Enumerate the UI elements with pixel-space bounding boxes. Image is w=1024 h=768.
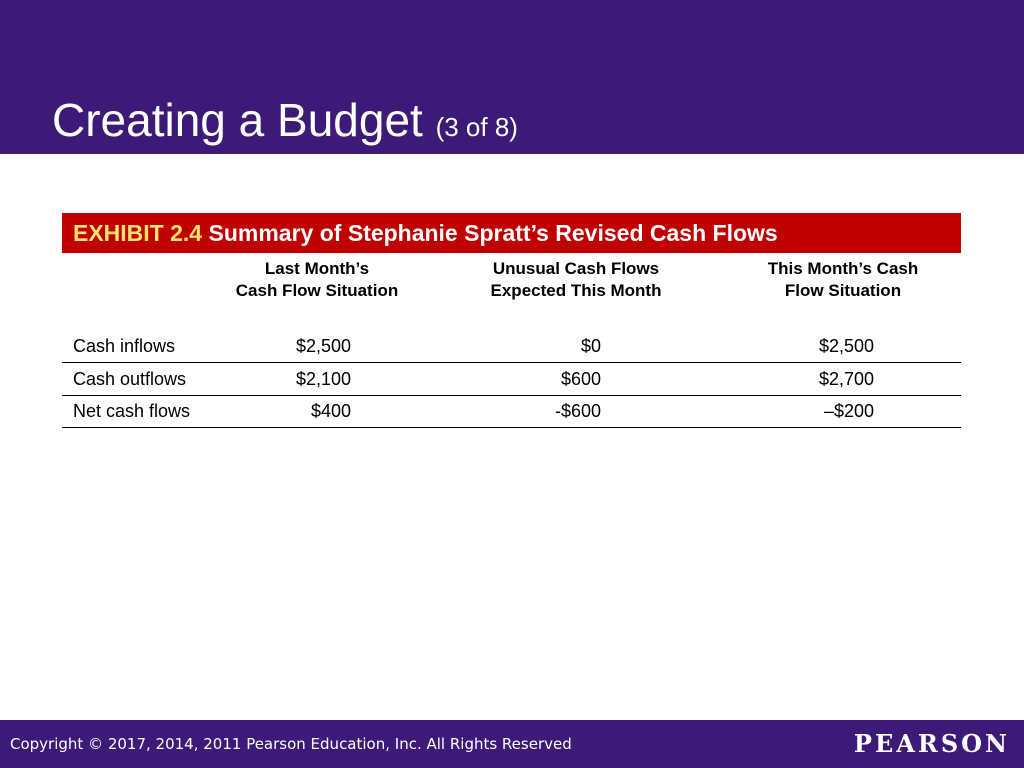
table-row-cash-inflows: Cash inflows $2,500 $0 $2,500 [62,330,961,363]
exhibit-title: Summary of Stephanie Spratt’s Revised Ca… [208,220,778,246]
row-label: Cash inflows [73,336,176,356]
column-header-last-month: Last Month’s Cash Flow Situation [217,258,417,302]
footer-band: Copyright © 2017, 2014, 2011 Pearson Edu… [0,720,1024,768]
column-header-line: This Month’s Cash [767,259,919,278]
exhibit-number: EXHIBIT 2.4 [73,220,203,246]
cell-unusual: $600 [560,369,601,389]
cell-this-month: $2,500 [818,336,874,356]
column-header-line: Expected This Month [490,281,662,300]
column-header-unusual: Unusual Cash Flows Expected This Month [466,258,686,302]
cell-last-month: $400 [310,401,351,421]
row-label: Cash outflows [73,369,187,389]
slide-title-text: Creating a Budget [52,94,423,146]
cell-last-month: $2,100 [295,369,351,389]
cell-unusual: -$600 [554,401,601,421]
table-row-cash-outflows: Cash outflows $2,100 $600 $2,700 [62,363,961,396]
column-header-line: Unusual Cash Flows [492,259,660,278]
cell-unusual: $0 [580,336,601,356]
column-header-this-month: This Month’s Cash Flow Situation [738,258,948,302]
copyright-text: Copyright © 2017, 2014, 2011 Pearson Edu… [10,735,572,753]
slide-counter: (3 of 8) [435,112,518,142]
pearson-logo: PEARSON [853,729,1010,758]
row-label: Net cash flows [73,401,191,421]
header-band [0,0,1024,154]
cell-last-month: $2,500 [295,336,351,356]
cell-this-month: –$200 [823,401,874,421]
column-header-line: Last Month’s [264,259,370,278]
table-row-net-cash-flows: Net cash flows $400 -$600 –$200 [62,395,961,428]
cell-this-month: $2,700 [818,369,874,389]
column-header-line: Cash Flow Situation [235,281,399,300]
column-header-line: Flow Situation [784,281,902,300]
exhibit-title-bar: EXHIBIT 2.4 Summary of Stephanie Spratt’… [62,213,961,253]
slide-title: Creating a Budget (3 of 8) [52,92,518,155]
